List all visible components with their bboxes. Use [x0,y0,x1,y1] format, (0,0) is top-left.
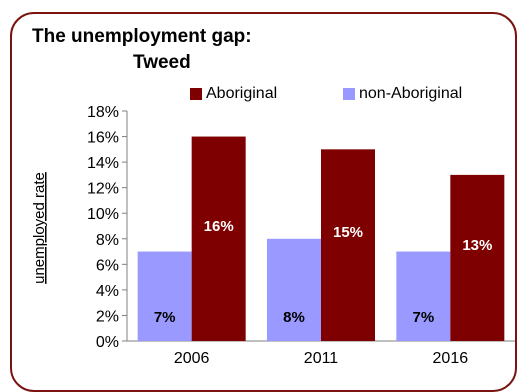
y-tick-label: 6% [96,257,119,274]
y-tick-label: 16% [87,130,119,147]
y-axis-title: unemployed rate [31,172,48,284]
chart-title-line-1: The unemployment gap: [32,26,252,47]
x-tick-label: 2011 [304,350,339,367]
bar-non-aboriginal-2011 [267,238,321,341]
y-tick-label: 0% [96,334,119,351]
legend-item-non-aboriginal: non-Aboriginal [343,84,462,104]
y-tick-label: 2% [96,308,119,325]
x-tick-label: 2006 [174,350,210,367]
data-label-aboriginal-2016: 13% [462,237,492,254]
bar-aboriginal-2016 [450,174,505,341]
y-tick-label: 14% [87,155,119,172]
data-label-non-aboriginal-2016: 7% [412,309,434,326]
chart-title-line-2: Tweed [133,52,191,73]
x-tick-label: 2016 [433,350,469,367]
y-tick-label: 12% [87,181,119,198]
data-label-non-aboriginal-2006: 7% [154,309,176,326]
data-label-aboriginal-2006: 16% [204,218,234,235]
bar-non-aboriginal-2006 [137,251,192,341]
y-tick-label: 18% [87,104,119,121]
legend-label-non-aboriginal: non-Aboriginal [359,85,463,102]
y-tick-label: 4% [96,283,119,300]
bar-chart-plot: 0% 2% 4% 6% 8% 10% 12% 14% 16% 18% unemployed rate… [31,104,515,367]
bar-aboriginal-2011 [321,149,375,341]
data-label-aboriginal-2011: 15% [333,224,363,241]
y-tick-label: 10% [87,206,119,223]
legend-swatch-aboriginal [190,88,202,100]
data-label-non-aboriginal-2011: 8% [283,309,305,326]
bar-non-aboriginal-2016 [396,251,451,341]
bar-aboriginal-2006 [191,136,246,341]
y-tick-label: 8% [96,232,119,249]
legend-label-aboriginal: Aboriginal [206,85,278,102]
legend-swatch-non-aboriginal [343,88,355,100]
legend-item-aboriginal: Aboriginal [190,84,277,104]
